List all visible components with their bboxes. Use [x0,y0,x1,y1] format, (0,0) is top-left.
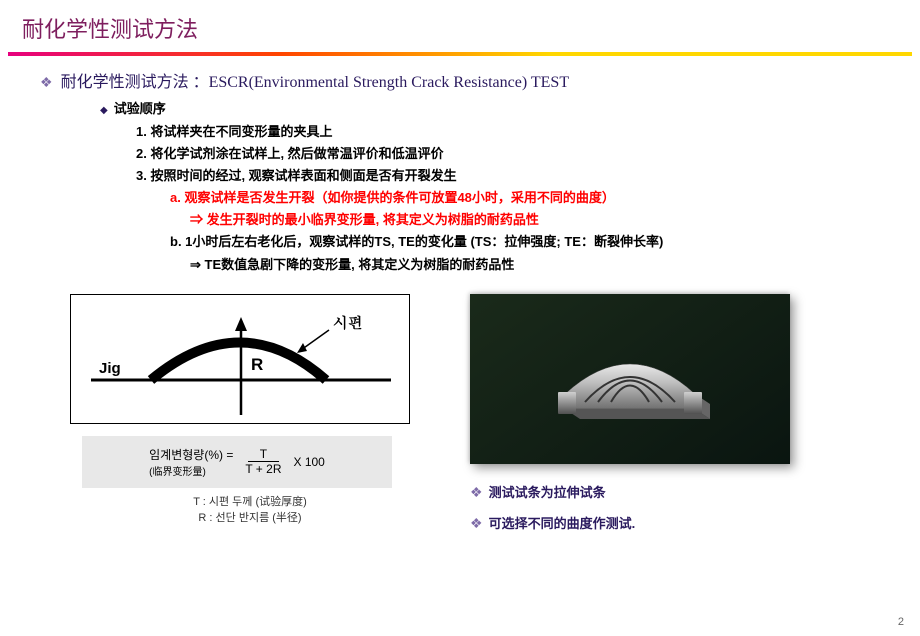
slide-title: 耐化学性测试方法 [0,0,920,52]
device-photo [470,294,790,464]
r-label: R [251,355,263,374]
substep-a-arrow: ⇒ 发生开裂时的最小临界变形量, 将其定义为树脂的耐药品性 [190,209,890,231]
diamond-dark-icon: ◆ [100,105,108,116]
diamond-icon: ❖ [470,515,483,532]
jig-label: Jig [99,360,121,377]
formula-lhs-kr: 임계변형량(%) = [149,446,233,463]
main-bullet: ❖ 耐化学性测试方法 ：ESCR(Environmental Strength … [40,68,890,92]
right-bullets: ❖ 测试试条为拉伸试条 ❖ 可选择不同的曲度作测试. [470,482,890,532]
specimen-label: 시편 [333,312,363,333]
right-column: ❖ 测试试条为拉伸试条 ❖ 可选择不同的曲度作测试. [470,294,890,544]
formula-note-1: T : 시편 두께 (试验厚度) [70,494,430,511]
formula-note-2: R : 선단 반지름 (半径) [70,510,430,527]
bottom-area: Jig R 시편 임계변형량(%) = (临界变形量) T T + 2R X 1… [0,294,920,544]
jig-diagram: Jig R 시편 [70,294,410,424]
formula-box: 임계변형량(%) = (临界变形量) T T + 2R X 100 [82,436,392,488]
formula-fraction: T T + 2R [241,447,285,476]
sub-heading-text: 试验顺序 [114,98,166,117]
left-column: Jig R 시편 임계변형량(%) = (临界变形量) T T + 2R X 1… [70,294,430,544]
diamond-icon: ❖ [40,74,53,91]
step-1: 1. 将试样夹在不同变形量的夹具上 [136,121,890,143]
right-bullet-1: ❖ 测试试条为拉伸试条 [470,482,890,501]
main-bullet-text: 耐化学性测试方法 ：ESCR(Environmental Strength Cr… [61,68,570,92]
step-2: 2. 将化学试剂涂在试样上, 然后做常温评价和低温评价 [136,143,890,165]
formula-notes: T : 시편 두께 (试验厚度) R : 선단 반지름 (半径) [70,494,430,527]
substep-b-arrow: ⇒ TE数值急剧下降的变形量, 将其定义为树脂的耐药品性 [190,254,890,276]
diamond-icon: ❖ [470,484,483,501]
formula-numerator: T [248,447,279,462]
sub-heading: ◆ 试验顺序 [100,98,890,117]
right-bullet-2-text: 可选择不同的曲度作测试. [489,513,636,532]
content-area: ❖ 耐化学性测试方法 ：ESCR(Environmental Strength … [0,56,920,276]
step-3: 3. 按照时间的经过, 观察试样表面和侧面是否有开裂发生 [136,165,890,187]
right-bullet-1-text: 测试试条为拉伸试条 [489,482,606,501]
formula-rhs: X 100 [294,455,325,469]
substep-a: a. 观察试样是否发生开裂（如你提供的条件可放置48小时，采用不同的曲度） [170,187,890,209]
page-number: 2 [898,616,904,628]
formula-lhs-cn: (临界变形量) [149,463,233,478]
right-bullet-2: ❖ 可选择不同的曲度作测试. [470,513,890,532]
formula-denominator: T + 2R [241,462,285,476]
substep-b: b. 1小时后左右老化后，观察试样的TS, TE的变化量 (TS：拉伸强度; T… [170,231,890,253]
